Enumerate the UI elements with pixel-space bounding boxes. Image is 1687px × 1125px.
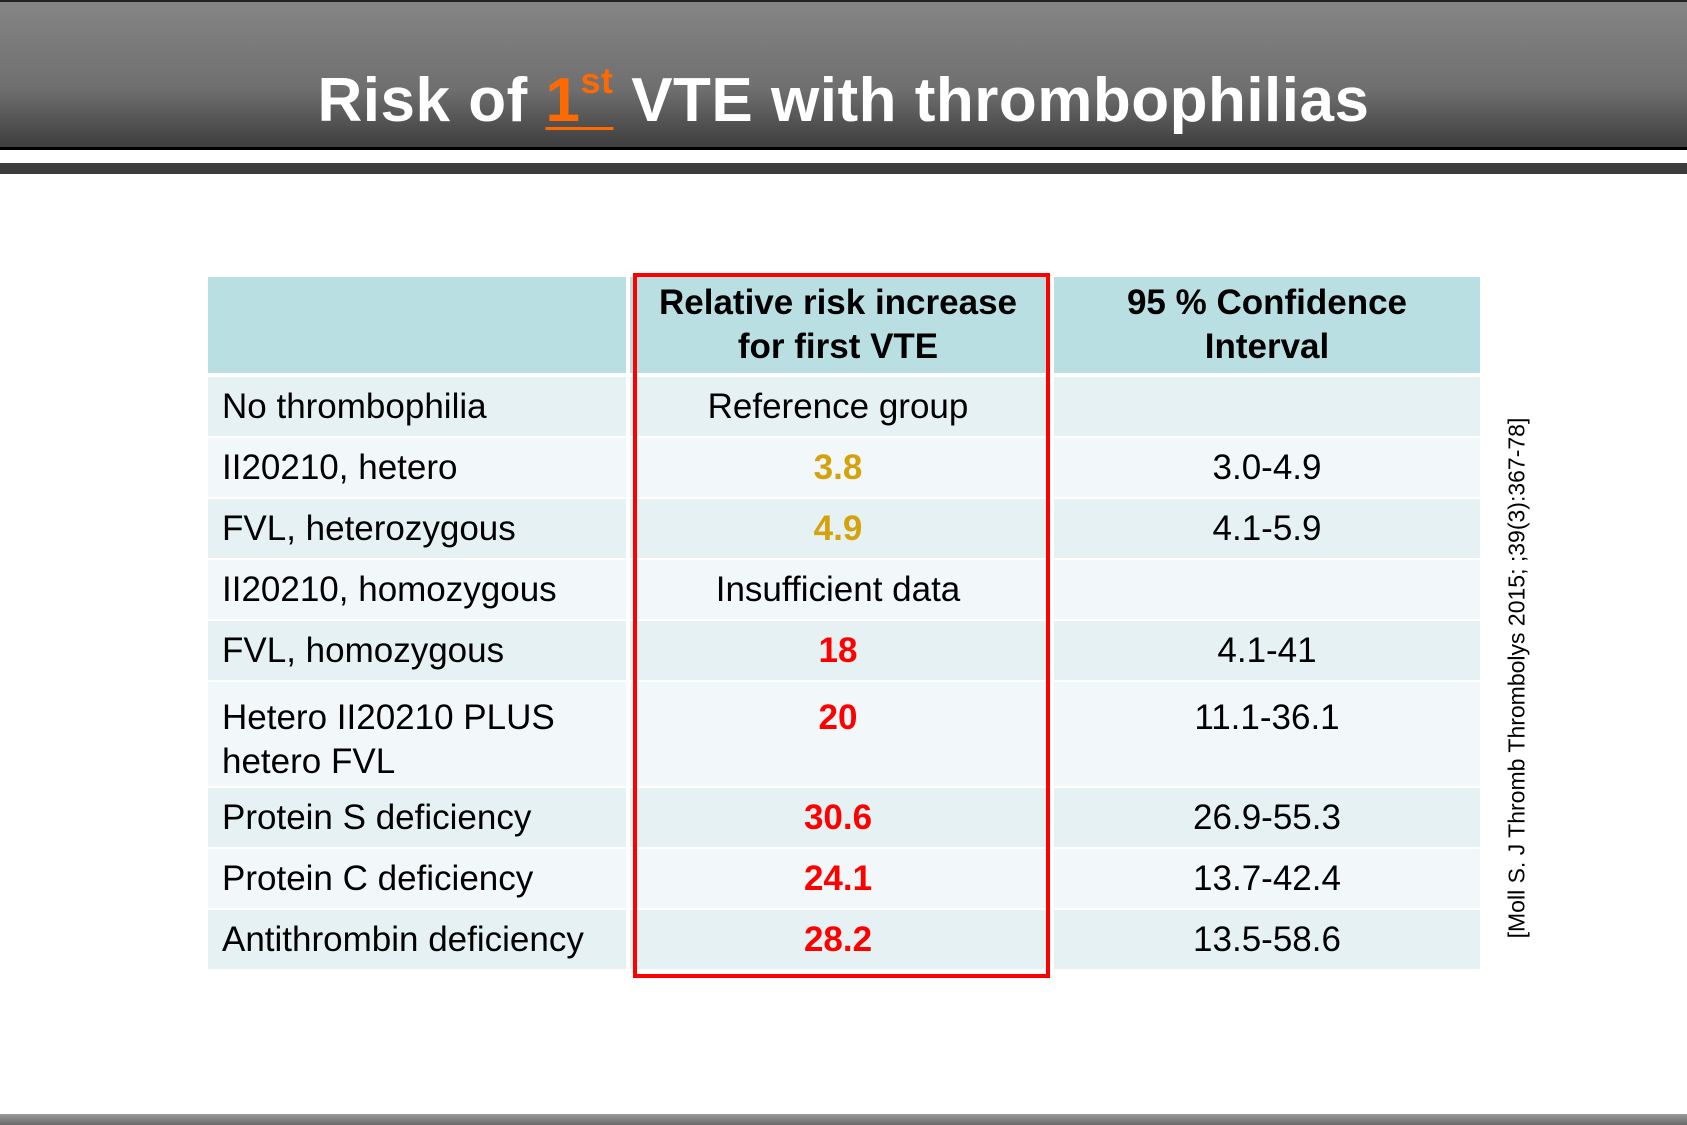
slide-title: Risk of 1st VTE with thrombophilias	[0, 60, 1687, 136]
row-label: Hetero II20210 PLUS hetero FVL	[208, 682, 630, 788]
table-row: II20210, homozygous Insufficient data	[208, 560, 1480, 621]
table-row: II20210, hetero 3.8 3.0-4.9	[208, 438, 1480, 499]
header-cell-risk: Relative risk increase for first VTE	[630, 277, 1054, 377]
risk-column-highlight-box	[633, 273, 1050, 978]
row-risk: 4.9	[630, 499, 1054, 560]
table-row: FVL, heterozygous 4.9 4.1-5.9	[208, 499, 1480, 560]
row-ci: 4.1-41	[1054, 621, 1480, 682]
row-label: No thrombophilia	[208, 377, 630, 438]
row-risk: 24.1	[630, 849, 1054, 910]
row-risk: 18	[630, 621, 1054, 682]
row-ci	[1054, 560, 1480, 621]
row-risk: 30.6	[630, 788, 1054, 849]
row-risk: 28.2	[630, 910, 1054, 971]
table-row: No thrombophilia Reference group	[208, 377, 1480, 438]
row-label: Protein S deficiency	[208, 788, 630, 849]
row-risk: Insufficient data	[630, 560, 1054, 621]
table-header-row: Relative risk increase for first VTE 95 …	[208, 277, 1480, 377]
row-label: FVL, homozygous	[208, 621, 630, 682]
header-divider	[0, 163, 1687, 174]
row-ci: 4.1-5.9	[1054, 499, 1480, 560]
row-label: II20210, hetero	[208, 438, 630, 499]
header-cell-ci: 95 % Confidence Interval	[1054, 277, 1480, 377]
table-row: Hetero II20210 PLUS hetero FVL 20 11.1-36.…	[208, 682, 1480, 788]
table-row: FVL, homozygous 18 4.1-41	[208, 621, 1480, 682]
row-ci: 11.1-36.1	[1054, 682, 1480, 788]
footer-bar	[0, 1114, 1687, 1125]
header-cell-label	[208, 277, 630, 377]
row-ci: 26.9-55.3	[1054, 788, 1480, 849]
citation: [Moll S. J Thromb Thrombolys 2015; ;39(3…	[1503, 417, 1530, 939]
table-row: Protein C deficiency 24.1 13.7-42.4	[208, 849, 1480, 910]
title-superscript: st	[580, 60, 614, 101]
row-risk: 3.8	[630, 438, 1054, 499]
row-label: FVL, heterozygous	[208, 499, 630, 560]
row-label: Protein C deficiency	[208, 849, 630, 910]
row-label: II20210, homozygous	[208, 560, 630, 621]
row-ci	[1054, 377, 1480, 438]
row-ci: 3.0-4.9	[1054, 438, 1480, 499]
row-ci: 13.7-42.4	[1054, 849, 1480, 910]
table-row: Antithrombin deficiency 28.2 13.5-58.6	[208, 910, 1480, 971]
title-text: Risk of	[317, 66, 546, 135]
title-ordinal: 1	[545, 66, 581, 135]
row-label: Antithrombin deficiency	[208, 910, 630, 971]
row-risk: Reference group	[630, 377, 1054, 438]
table-row: Protein S deficiency 30.6 26.9-55.3	[208, 788, 1480, 849]
thrombophilia-table: Relative risk increase for first VTE 95 …	[208, 277, 1480, 971]
row-ci: 13.5-58.6	[1054, 910, 1480, 971]
title-text-rest: VTE with thrombophilias	[613, 66, 1370, 135]
slide-header: Risk of 1st VTE with thrombophilias	[0, 0, 1687, 150]
title-highlight: 1st	[545, 60, 613, 135]
row-risk: 20	[630, 682, 1054, 788]
